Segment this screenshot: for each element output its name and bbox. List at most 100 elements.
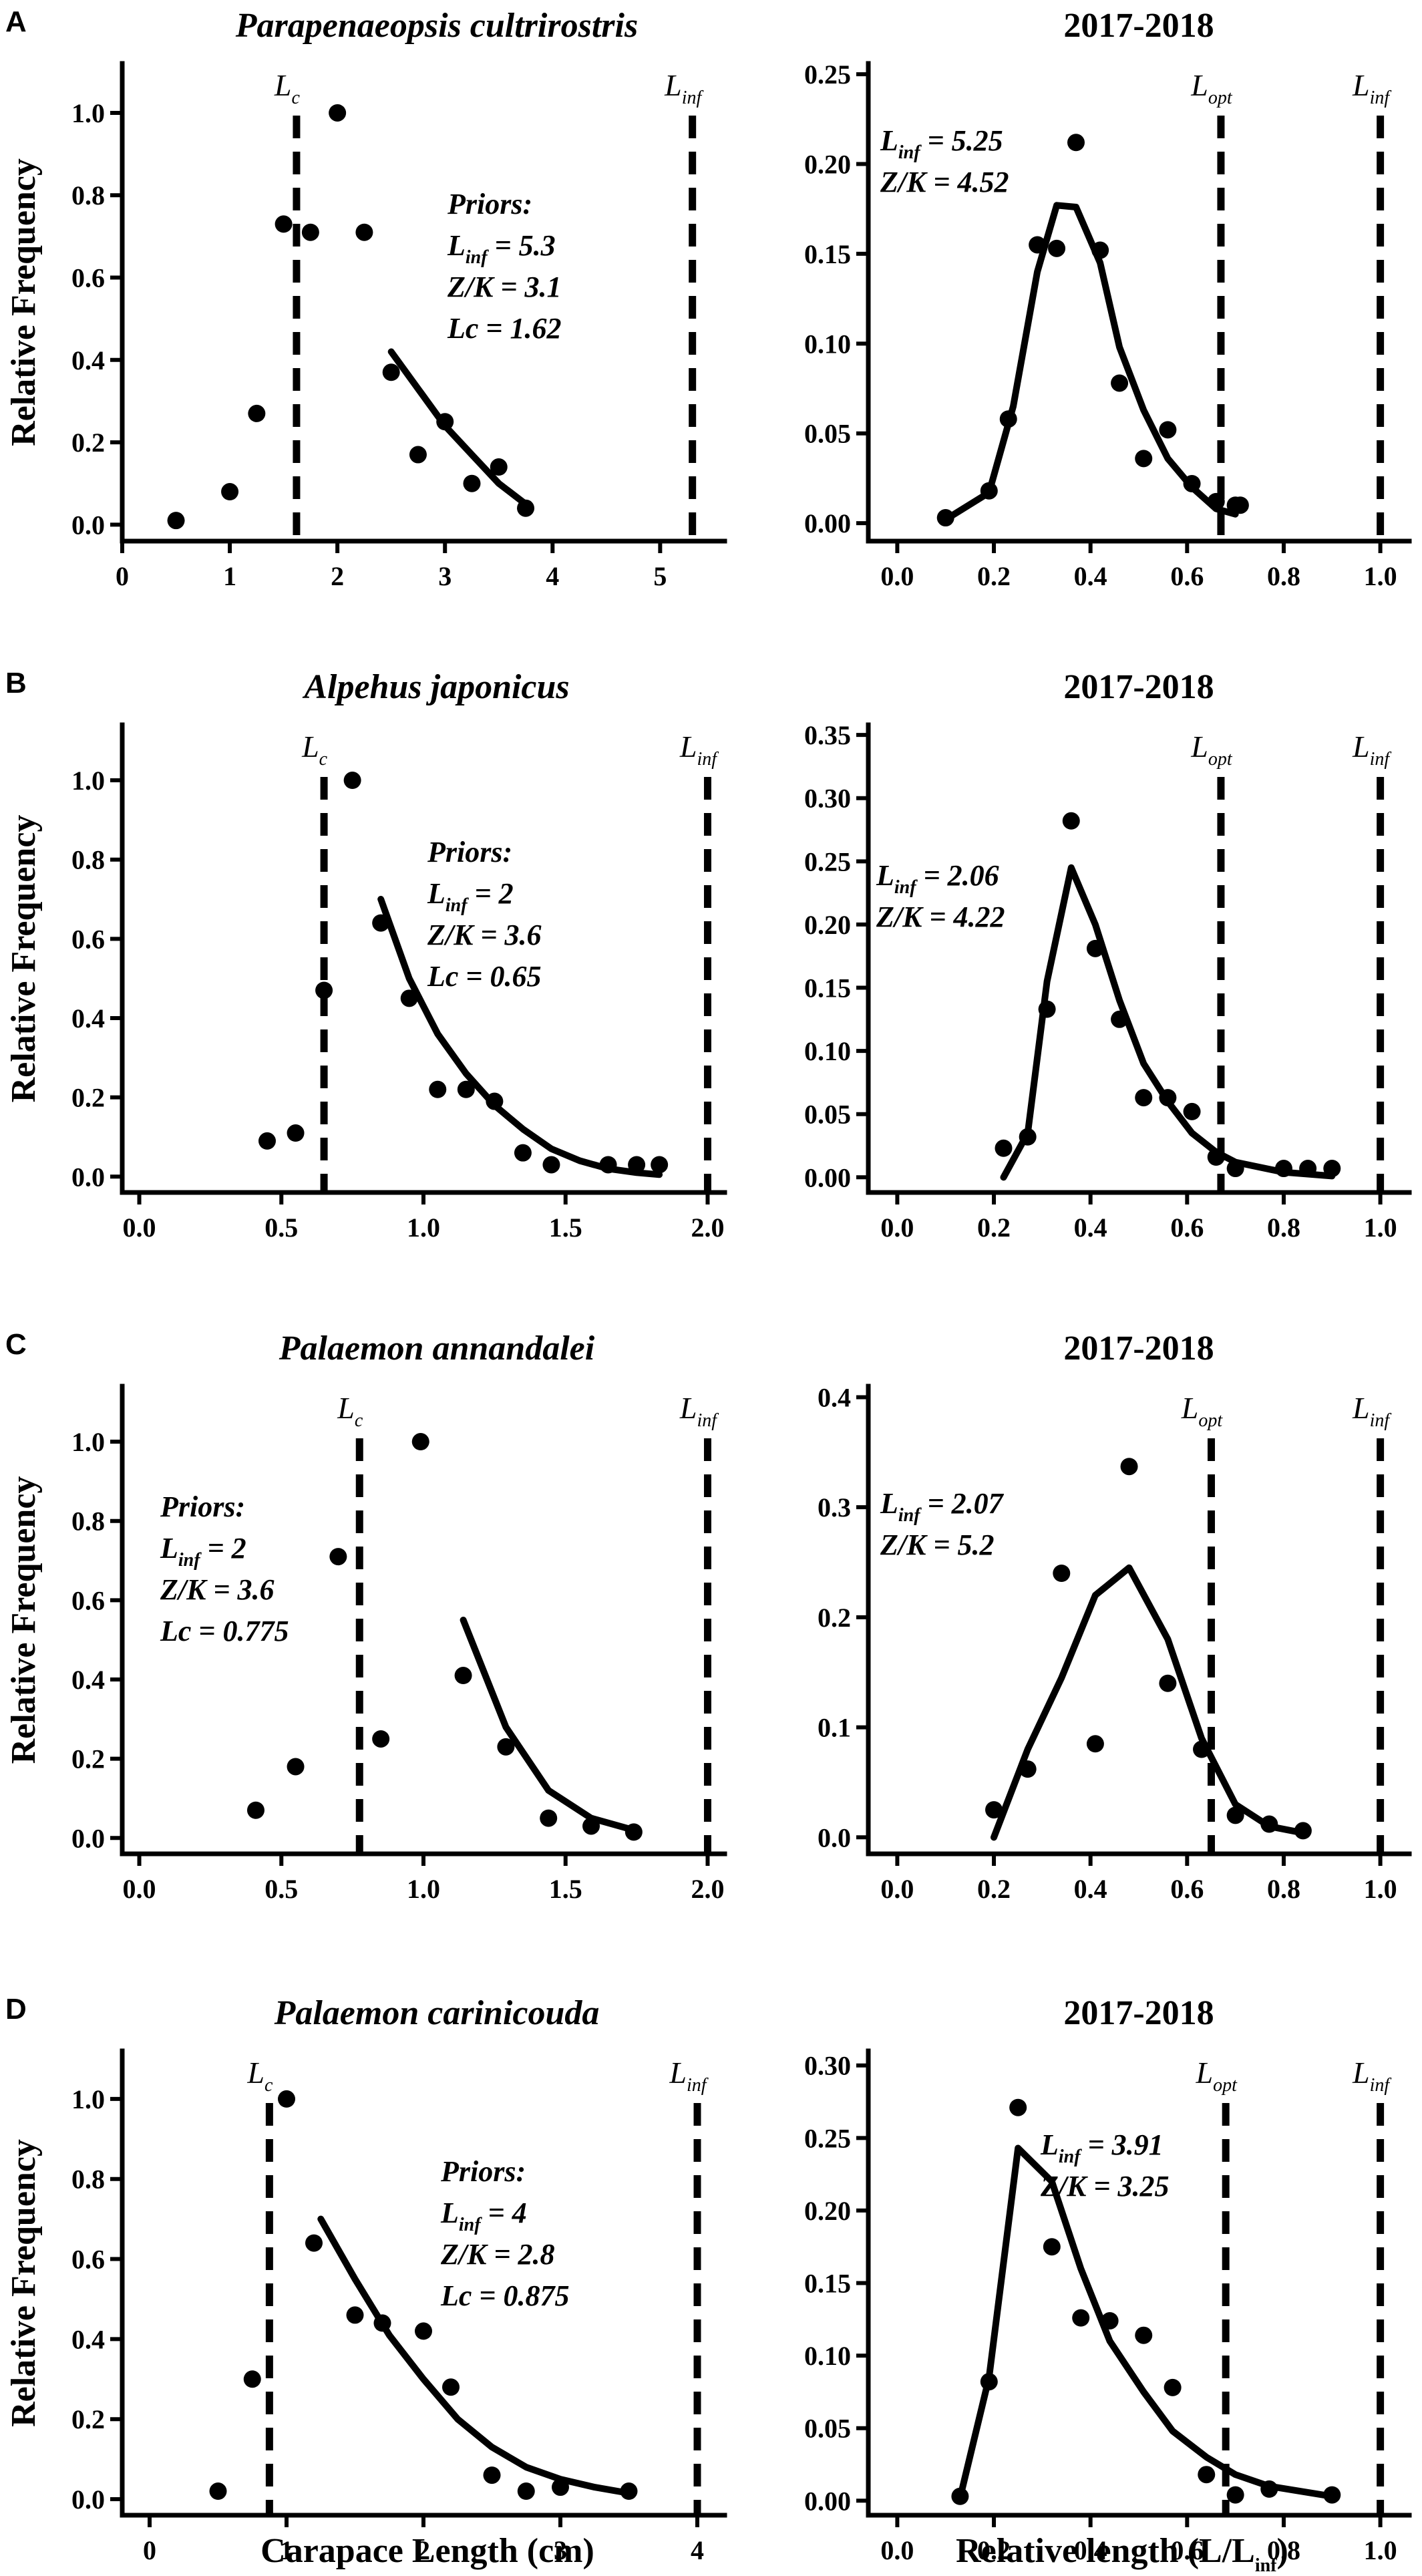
data-point: [167, 512, 185, 530]
y-tick-label: 0.2: [71, 1083, 105, 1113]
y-tick-label: 0.05: [804, 1100, 851, 1130]
y-tick-label: 0.0: [71, 1823, 105, 1853]
data-point: [517, 499, 535, 517]
data-point: [1183, 1102, 1201, 1120]
data-point: [1101, 2311, 1119, 2329]
fit-curve: [377, 896, 663, 1178]
data-point: [1086, 939, 1104, 957]
data-point: [1198, 2466, 1216, 2484]
x-tick-label: 2.0: [691, 1874, 724, 1904]
annotation-line: Priors:: [160, 1490, 245, 1523]
data-point: [343, 772, 361, 790]
x-tick-label: 0.8: [1267, 1213, 1300, 1243]
x-tick-label: 0.6: [1170, 2535, 1204, 2565]
y-tick-label: 0.8: [71, 2164, 105, 2195]
reference-label-Linf: Linf: [1352, 68, 1391, 108]
x-tick-label: 0.6: [1170, 1213, 1204, 1243]
panel-A-right: 2017-2018 0.00 0.05 0.10 0.15 0.20 0.25 0.0 0.2 0…: [804, 7, 1412, 591]
y-axis-label: Relative Frequency: [5, 815, 43, 1103]
data-point: [1086, 1735, 1104, 1753]
data-point: [552, 2478, 569, 2497]
x-tick-label: 0.2: [977, 561, 1011, 591]
y-tick-label: 0.2: [71, 1744, 105, 1774]
data-point: [442, 2378, 460, 2396]
reference-label-Lopt: Lopt: [1190, 68, 1233, 108]
data-point: [429, 1080, 447, 1098]
y-tick-label: 1.0: [71, 2084, 105, 2114]
data-point: [995, 1139, 1013, 1157]
data-point: [287, 1758, 305, 1776]
y-tick-label: 0.4: [71, 1003, 105, 1033]
data-point: [315, 981, 333, 999]
x-tick-label: 0.2: [977, 2535, 1011, 2565]
data-point: [372, 914, 390, 932]
panel-title: 2017-2018: [1063, 7, 1214, 45]
y-tick-label: 0.0: [71, 2484, 105, 2515]
y-tick-label: 0.25: [804, 59, 851, 90]
y-tick-label: 0.10: [804, 329, 851, 359]
y-tick-label: 0.2: [818, 1603, 851, 1633]
reference-label-Lopt: Lopt: [1190, 730, 1233, 770]
data-point: [1226, 1806, 1244, 1824]
x-tick-label: 0.0: [123, 1874, 156, 1904]
panel-letter: C: [5, 1328, 27, 1361]
panel-title: 2017-2018: [1063, 668, 1214, 706]
data-point: [1294, 1822, 1312, 1840]
y-tick-label: 0.35: [804, 720, 851, 750]
data-point: [514, 1144, 532, 1162]
x-tick-label: 1.5: [549, 1213, 582, 1243]
reference-label-Lc: Lc: [246, 2056, 273, 2096]
x-tick-label: 4: [691, 2535, 704, 2565]
y-tick-label: 0.4: [71, 1665, 105, 1695]
panel-title: 2017-2018: [1063, 1994, 1214, 2032]
data-point: [1029, 236, 1047, 254]
x-axis-label-left: Carapace Length (cm): [260, 2532, 594, 2570]
y-axis-label: Relative Frequency: [5, 2139, 43, 2427]
x-tick-label: 1.0: [1364, 2535, 1397, 2565]
data-point: [1159, 421, 1177, 439]
annotation-line: Linf = 5.3: [447, 229, 556, 268]
annotation-line: Linf = 4: [440, 2197, 527, 2235]
panel-title: 2017-2018: [1063, 1329, 1214, 1367]
data-point: [275, 215, 293, 233]
data-point: [1135, 1089, 1153, 1107]
annotation-line: Z/K = 2.8: [440, 2238, 555, 2271]
annotation-line: Z/K = 3.25: [1040, 2170, 1170, 2203]
x-tick-label: 0.4: [1074, 561, 1107, 591]
annotation-line: Z/K = 3.6: [160, 1573, 275, 1606]
x-tick-label: 3: [438, 561, 452, 591]
x-axis-label-right-sub: inf: [1255, 2555, 1277, 2576]
y-tick-label: 0.4: [71, 2324, 105, 2354]
data-point: [1120, 1458, 1138, 1476]
y-tick-label: 0.6: [71, 1585, 105, 1615]
data-point: [1159, 1089, 1177, 1107]
annotation-line: Z/K = 3.6: [427, 919, 542, 951]
data-point: [278, 2090, 295, 2108]
fit-curve: [942, 202, 1239, 523]
data-point: [1111, 374, 1129, 392]
x-tick-label: 3: [554, 2535, 567, 2565]
x-tick-label: 0.6: [1170, 1874, 1204, 1904]
fit-curve: [956, 2144, 1336, 2501]
data-point: [1048, 239, 1066, 257]
x-tick-label: 0.4: [1074, 1213, 1107, 1243]
reference-label-Linf: Linf: [1352, 1391, 1391, 1431]
data-point: [346, 2306, 364, 2324]
data-point: [620, 2482, 638, 2501]
y-tick-label: 0.15: [804, 239, 851, 269]
x-tick-label: 0.4: [1074, 1874, 1107, 1904]
annotation-line: Linf = 2.07: [880, 1487, 1005, 1526]
data-point: [497, 1738, 515, 1756]
data-point: [951, 2487, 969, 2505]
x-tick-label: 0.0: [880, 2535, 914, 2565]
y-axis-label: Relative Frequency: [5, 1476, 43, 1764]
y-tick-label: 0.15: [804, 973, 851, 1003]
y-tick-label: 0.25: [804, 846, 851, 876]
reference-label-Lopt: Lopt: [1181, 1391, 1224, 1431]
y-tick-label: 0.00: [804, 2486, 851, 2516]
y-tick-label: 0.2: [71, 2404, 105, 2434]
x-tick-label: 1.0: [407, 1213, 440, 1243]
y-tick-label: 0.6: [71, 924, 105, 954]
reference-label-Linf: Linf: [1352, 730, 1391, 770]
